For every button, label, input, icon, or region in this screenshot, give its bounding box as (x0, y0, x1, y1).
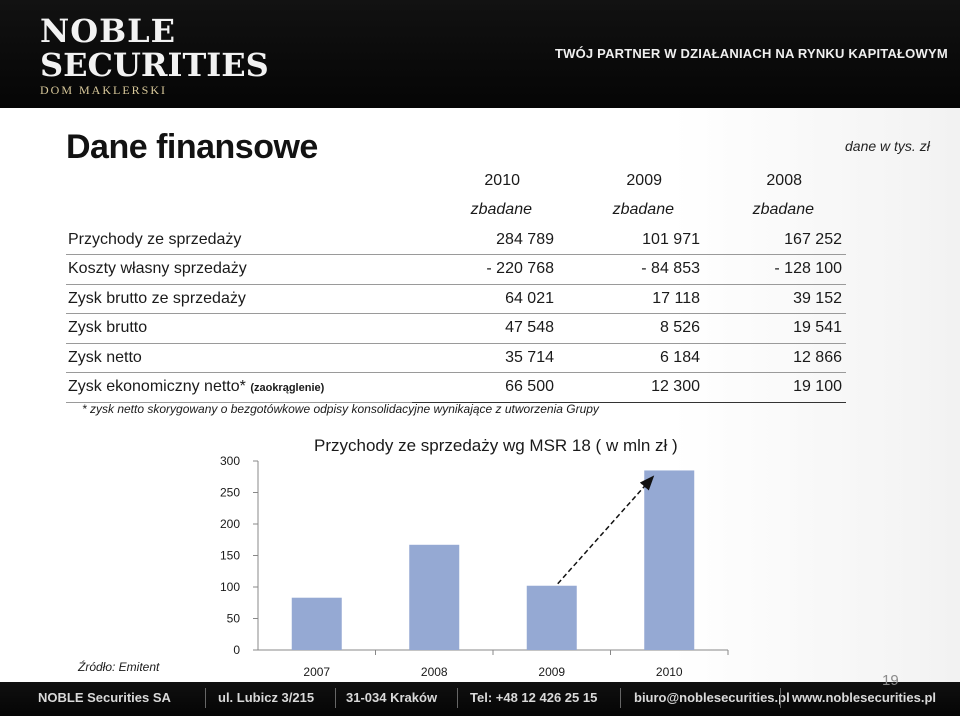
footer-separator (205, 688, 206, 708)
bar-2008 (409, 544, 460, 650)
cell-value: 35 714 (412, 343, 558, 373)
table-row: Zysk brutto ze sprzedaży 64 021 17 118 3… (66, 284, 846, 314)
y-tick-label: 50 (227, 612, 241, 626)
table-header-status: zbadane zbadane zbadane (66, 196, 846, 226)
unit-note: dane w tys. zł (845, 138, 930, 154)
financial-table: 2010 2009 2008 zbadane zbadane zbadane P… (66, 166, 846, 403)
noble-securities-logo: NOBLE SECURITIES DOM MAKLERSKI (40, 14, 269, 98)
y-tick-label: 150 (220, 549, 240, 563)
slide-title: Dane finansowe (66, 128, 318, 166)
x-tick-label: 2009 (538, 665, 565, 679)
footer-item: www.noblesecurities.pl (792, 690, 936, 705)
source-note: Źródło: Emitent (78, 660, 160, 674)
footer-item: biuro@noblesecurities.pl (634, 690, 790, 705)
audit-status: zbadane (470, 201, 532, 219)
year-header: 2009 (626, 171, 662, 189)
x-tick-label: 2007 (303, 665, 330, 679)
cell-value: 19 100 (704, 372, 846, 403)
cell-value: 17 118 (558, 284, 704, 314)
cell-value: 19 541 (704, 313, 846, 344)
tagline: TWÓJ PARTNER W DZIAŁANIACH NA RYNKU KAPI… (555, 46, 948, 61)
year-header: 2008 (766, 171, 802, 189)
bar-2010 (644, 470, 695, 650)
footer-separator (780, 688, 781, 708)
footer-separator (620, 688, 621, 708)
y-tick-label: 100 (220, 580, 240, 594)
cell-value: 64 021 (412, 284, 558, 314)
row-label: Zysk netto (66, 343, 412, 373)
header-banner: NOBLE SECURITIES DOM MAKLERSKI TWÓJ PART… (0, 0, 960, 108)
x-tick-label: 2010 (656, 665, 683, 679)
cell-value: 12 300 (558, 372, 704, 403)
cell-value: 8 526 (558, 313, 704, 344)
footnote: * zysk netto skorygowany o bezgotówkowe … (82, 402, 599, 416)
footer-item: ul. Lubicz 3/215 (218, 690, 315, 705)
y-tick-label: 200 (220, 517, 240, 531)
table-row: Zysk brutto 47 548 8 526 19 541 (66, 313, 846, 344)
cell-value: 66 500 (412, 372, 558, 403)
chart-title: Przychody ze sprzedaży wg MSR 18 ( w mln… (314, 436, 678, 455)
y-tick-label: 250 (220, 486, 240, 500)
cell-value: 284 789 (412, 225, 558, 255)
cell-value: 101 971 (558, 225, 704, 255)
audit-status: zbadane (612, 201, 674, 219)
cell-value: 12 866 (704, 343, 846, 373)
row-label: Zysk ekonomiczny netto* (zaokrąglenie) (66, 372, 412, 403)
footer-separator (335, 688, 336, 708)
cell-value: - 84 853 (558, 254, 704, 285)
cell-value: 167 252 (704, 225, 846, 255)
row-label-note: (zaokrąglenie) (250, 382, 325, 395)
row-label: Przychody ze sprzedaży (66, 225, 412, 255)
row-label: Zysk brutto ze sprzedaży (66, 284, 412, 314)
table-row: Koszty własny sprzedaży - 220 768 - 84 8… (66, 254, 846, 285)
x-tick-label: 2008 (421, 665, 448, 679)
logo-line-3: DOM MAKLERSKI (40, 83, 168, 97)
y-tick-label: 0 (233, 643, 240, 657)
row-label-text: Zysk ekonomiczny netto* (68, 378, 246, 396)
footer-item: Tel: +48 12 426 25 15 (470, 690, 598, 705)
table-row: Przychody ze sprzedaży 284 789 101 971 1… (66, 225, 846, 255)
footer-bar: NOBLE Securities SA ul. Lubicz 3/215 31-03… (0, 682, 960, 716)
table-header-years: 2010 2009 2008 (66, 166, 846, 196)
logo-line-1: NOBLE (40, 12, 177, 50)
table-row: Zysk netto 35 714 6 184 12 866 (66, 343, 846, 373)
cell-value: - 128 100 (704, 254, 846, 285)
footer-separator (457, 688, 458, 708)
logo-line-2: SECURITIES (40, 46, 269, 84)
cell-value: 39 152 (704, 284, 846, 314)
bar-2009 (526, 585, 577, 650)
cell-value: 47 548 (412, 313, 558, 344)
footer-item: 31-034 Kraków (346, 690, 438, 705)
footer-item: NOBLE Securities SA (38, 690, 171, 705)
audit-status: zbadane (752, 201, 814, 219)
growth-arrow (557, 475, 655, 585)
cell-value: 6 184 (558, 343, 704, 373)
y-tick-label: 300 (220, 454, 240, 468)
row-label: Zysk brutto (66, 313, 412, 344)
year-header: 2010 (484, 171, 520, 189)
cell-value: - 220 768 (412, 254, 558, 285)
table-row: Zysk ekonomiczny netto* (zaokrąglenie) 6… (66, 372, 846, 403)
bar-2007 (291, 597, 342, 650)
row-label: Koszty własny sprzedaży (66, 254, 412, 285)
page-number: 19 (882, 672, 899, 689)
